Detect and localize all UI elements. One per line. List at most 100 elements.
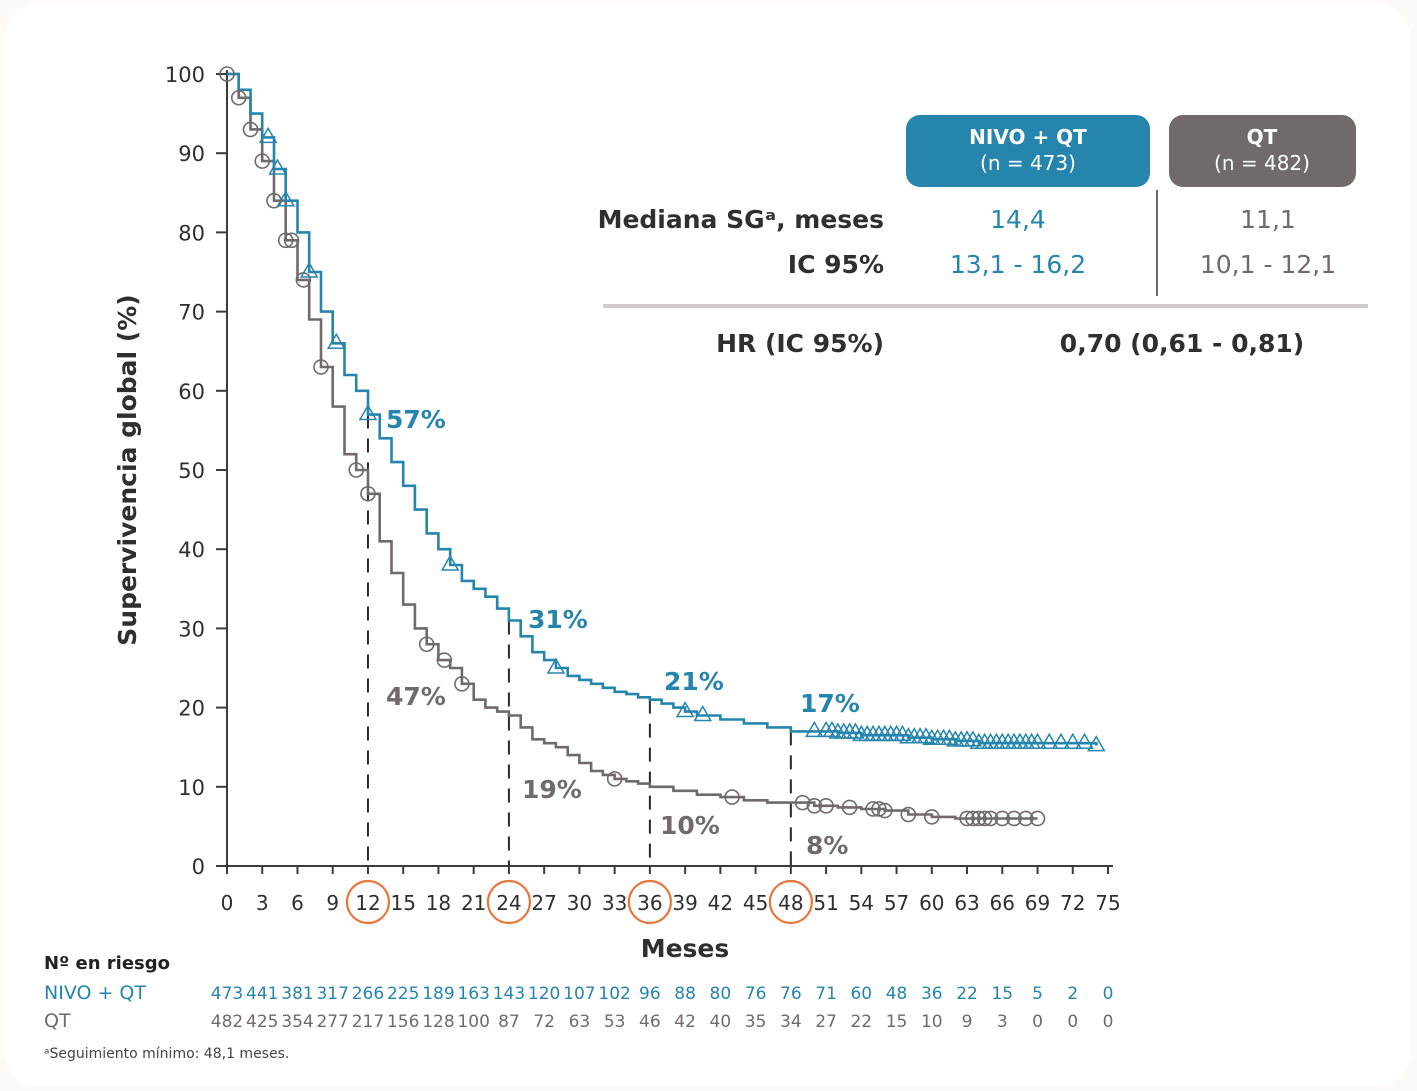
censor-marker-nivo-qt [358,404,378,421]
censor-marker-qt [841,799,858,816]
x-tick-label: 24 [496,891,521,915]
summary-value-nivo-qt: 14,4 [990,205,1046,234]
risk-value: 10 [921,1012,943,1032]
x-tick-label: 6 [291,891,304,915]
survival-label-nivo-qt: 57% [386,405,446,434]
risk-value: 40 [710,1012,732,1032]
x-tick-label: 69 [1025,891,1050,915]
x-tick-label: 39 [672,891,697,915]
hr-label: HR (IC 95%) [716,329,884,358]
censor-marker-qt [454,676,470,692]
censor-marker-qt [806,798,823,814]
risk-value: 72 [533,1012,555,1032]
y-tick-label: 30 [178,617,205,641]
y-tick-label: 80 [178,221,205,245]
censor-marker-qt [965,810,981,827]
x-axis-title: Meses [641,934,730,963]
summary-row-label: Mediana SGᵃ, meses [598,205,884,234]
x-tick-label: 63 [954,891,979,915]
highlighted-tick-circle [627,879,672,925]
risk-value: 36 [921,984,943,1004]
risk-value: 277 [316,1012,348,1032]
x-tick-label: 51 [813,891,838,915]
censor-marker-qt [277,232,294,249]
censor-marker-qt [923,809,940,825]
risk-value: 63 [569,1012,591,1032]
risk-value: 35 [745,1012,767,1032]
y-axis-title: Supervivencia global (%) [113,294,142,645]
risk-value: 381 [281,984,313,1004]
censor-marker-qt [418,636,435,653]
risk-value: 266 [352,984,384,1004]
risk-value: 48 [886,984,908,1004]
risk-value: 0 [1032,1012,1043,1032]
y-tick-label: 10 [178,776,205,800]
x-tick-label: 0 [221,891,234,915]
censor-marker-nivo-qt [276,190,296,207]
censor-marker-qt [219,66,235,82]
x-tick-label: 45 [743,891,768,915]
censor-marker-nivo-qt [1075,732,1094,749]
hr-value: 0,70 (0,61 - 0,81) [1060,329,1304,358]
survival-label-nivo-qt: 21% [664,667,724,696]
highlighted-tick-circle [768,879,813,925]
x-tick-label: 18 [426,891,451,915]
censor-marker-nivo-qt [940,728,959,746]
risk-value: 76 [745,984,767,1004]
x-tick-label: 33 [602,891,627,915]
header-title-nivo-qt: NIVO + QT [969,125,1087,149]
y-tick-label: 90 [178,142,205,166]
censor-marker-qt [1017,810,1034,827]
censor-marker-qt [959,810,975,827]
censor-marker-qt [230,89,247,106]
censor-marker-nivo-qt [675,701,695,718]
survival-label-nivo-qt: 31% [528,605,588,634]
risk-value: 441 [246,984,278,1004]
risk-value: 0 [1067,1012,1078,1032]
risk-value: 128 [422,1012,454,1032]
x-tick-label: 72 [1060,891,1085,915]
censor-marker-nivo-qt [1028,732,1047,749]
censor-marker-nivo-qt [546,657,566,674]
risk-value: 100 [457,1012,489,1032]
x-tick-label: 12 [355,891,380,915]
censor-marker-qt [313,359,329,375]
risk-table-title: Nº en riesgo [44,953,170,974]
censor-marker-qt [982,810,999,827]
survival-label-qt: 10% [660,811,720,840]
censor-marker-nivo-qt [822,720,842,738]
censor-marker-nivo-qt [258,126,278,144]
censor-marker-qt [242,121,259,138]
y-tick-label: 0 [192,855,205,879]
risk-value: 71 [815,984,837,1004]
x-tick-label: 48 [778,891,803,915]
censor-marker-nivo-qt [299,261,319,278]
risk-row-label: QT [44,1010,71,1032]
x-tick-label: 60 [919,891,944,915]
y-tick-label: 70 [178,301,205,325]
censor-marker-qt [970,810,987,827]
censor-marker-qt [794,794,811,811]
header-badge-qt [1169,115,1356,187]
y-tick-label: 50 [178,459,205,483]
censor-marker-qt [254,153,271,169]
y-tick-label: 100 [165,63,205,87]
censor-marker-nivo-qt [805,720,824,738]
censor-marker-nivo-qt [693,705,713,722]
risk-value: 107 [563,984,595,1004]
footnote: ᵃSeguimiento mínimo: 48,1 meses. [44,1046,289,1062]
risk-value: 2 [1067,984,1078,1004]
highlighted-tick-circle [486,879,532,925]
risk-value: 96 [639,984,661,1004]
censor-marker-qt [900,806,917,823]
censor-marker-qt [976,810,993,827]
risk-value: 76 [780,984,802,1004]
censor-marker-nivo-qt [440,554,460,571]
censor-marker-qt [865,801,881,817]
risk-value: 60 [850,984,872,1004]
x-tick-label: 36 [637,891,662,915]
x-tick-label: 57 [884,891,909,915]
censor-marker-qt [283,232,300,249]
risk-value: 15 [886,1012,908,1032]
